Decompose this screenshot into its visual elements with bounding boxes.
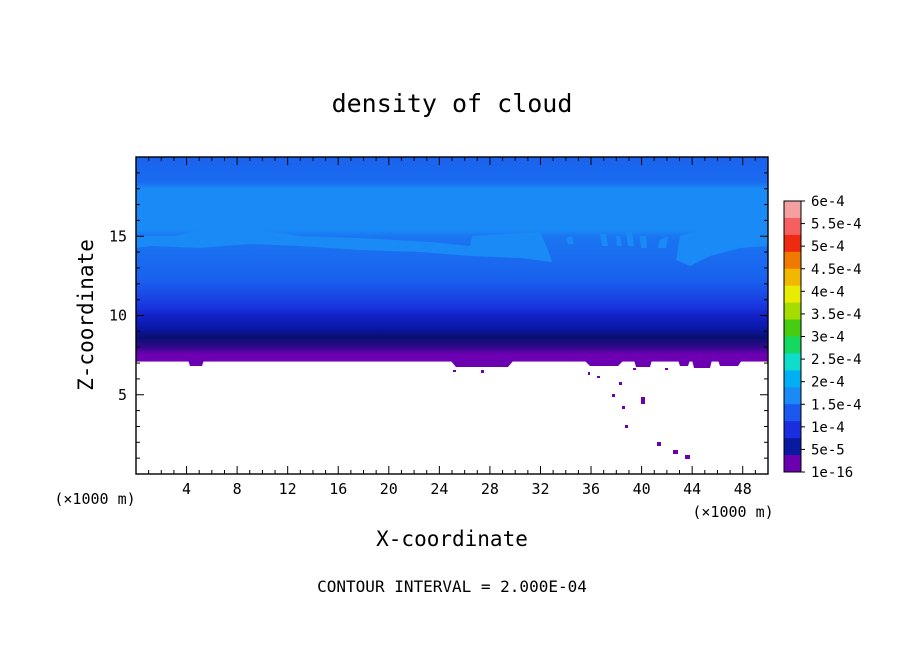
colorbar-label: 5e-4 [811,239,845,255]
colorbar-swatch [784,353,801,371]
x-tick-label: 12 [279,480,297,498]
light-contour-patches [136,228,768,266]
colorbar-label: 2.5e-4 [811,352,862,368]
colorbar-label: 2e-4 [811,375,845,391]
colorbar-swatch [784,387,801,405]
colorbar-swatch [784,268,801,287]
colorbar-label: 4.5e-4 [811,262,862,278]
colorbar-labels: 6e-4 5.5e-4 5e-4 4.5e-4 4e-4 3.5e-4 3e-4 2.5e-4… [801,194,862,481]
y-tick-label: 10 [109,307,127,325]
contour-interval-note: CONTOUR INTERVAL = 2.000E-04 [317,577,587,596]
x-tick-label: 8 [233,480,242,498]
colorbar-label: 4e-4 [811,284,845,300]
colorbar-swatch [784,302,801,320]
y-tick-label: 15 [109,227,127,245]
colorbar-swatch [784,217,801,236]
y-tick-label: 5 [118,386,127,404]
colorbar-label: 6e-4 [811,194,845,210]
contour-field [136,157,768,474]
colorbar-label: 1e-16 [811,465,853,481]
colorbar-swatch [784,370,801,388]
x-tick-label: 28 [481,480,499,498]
colorbar-swatch [784,336,801,354]
x-axis-label: X-coordinate [376,527,528,551]
colorbar-label: 1e-4 [811,420,845,436]
x-tick-labels: 4 8 12 16 20 24 28 32 36 40 44 48 [182,480,752,498]
x-tick-label: 40 [633,480,651,498]
colorbar-label: 3.5e-4 [811,307,862,323]
x-unit-right: (×1000 m) [692,503,773,521]
colorbar-label: 5e-5 [811,442,845,458]
colorbar-swatch [784,251,801,270]
colorbar-swatch [784,285,801,304]
x-tick-label: 44 [683,480,701,498]
purple-blobs [188,360,742,459]
colorbar-swatch [784,404,801,422]
axis-ticks [136,157,768,474]
x-tick-label: 36 [582,480,600,498]
colorbar-label: 1.5e-4 [811,397,862,413]
chart-title: density of cloud [332,89,573,118]
y-axis-label: Z-coordinate [74,239,98,391]
colorbar-label: 3e-4 [811,330,845,346]
x-tick-label: 24 [430,480,448,498]
colorbar-swatch [784,421,801,439]
colorbar-swatch [784,455,801,473]
colorbar-swatch [784,319,801,337]
colorbar-label: 5.5e-4 [811,217,862,233]
colorbar-swatch [784,438,801,456]
x-tick-label: 32 [531,480,549,498]
colorbar-swatch [784,234,801,253]
colorbar-swatch [784,201,801,219]
x-tick-label: 4 [182,480,191,498]
colorbar [783,200,802,473]
x-tick-label: 48 [734,480,752,498]
y-tick-labels: 5 10 15 [109,227,127,404]
x-unit-left: (×1000 m) [54,490,135,508]
x-tick-label: 20 [380,480,398,498]
x-tick-label: 16 [329,480,347,498]
